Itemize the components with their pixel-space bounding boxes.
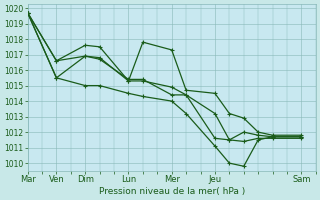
X-axis label: Pression niveau de la mer( hPa ): Pression niveau de la mer( hPa ) [99,187,245,196]
